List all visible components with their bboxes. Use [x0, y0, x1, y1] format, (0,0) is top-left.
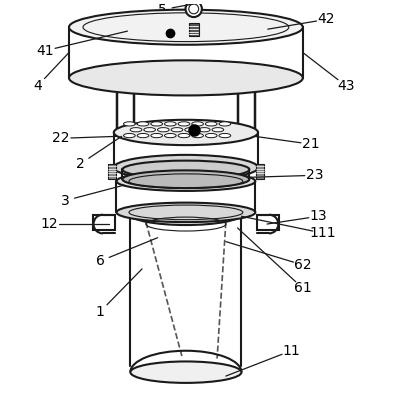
- Text: 23: 23: [306, 168, 323, 182]
- Text: 22: 22: [52, 131, 70, 145]
- Text: 61: 61: [294, 281, 312, 295]
- Text: 2: 2: [76, 157, 85, 171]
- Ellipse shape: [185, 128, 196, 132]
- Ellipse shape: [192, 134, 204, 138]
- Ellipse shape: [116, 203, 256, 222]
- Ellipse shape: [130, 203, 241, 225]
- Ellipse shape: [192, 122, 204, 126]
- Ellipse shape: [137, 134, 149, 138]
- Ellipse shape: [144, 128, 156, 132]
- Text: 62: 62: [294, 258, 312, 272]
- Text: 4: 4: [33, 79, 42, 93]
- Ellipse shape: [114, 120, 258, 145]
- Ellipse shape: [114, 155, 258, 180]
- Ellipse shape: [124, 122, 135, 126]
- Ellipse shape: [130, 128, 142, 132]
- Text: 41: 41: [37, 43, 54, 58]
- Text: 42: 42: [318, 12, 335, 26]
- Bar: [257, 215, 279, 230]
- Ellipse shape: [137, 122, 149, 126]
- Bar: [108, 164, 116, 179]
- Ellipse shape: [212, 128, 224, 132]
- Ellipse shape: [151, 122, 162, 126]
- Ellipse shape: [69, 9, 303, 45]
- Text: 1: 1: [96, 305, 105, 319]
- Ellipse shape: [164, 134, 176, 138]
- Ellipse shape: [171, 128, 183, 132]
- Ellipse shape: [189, 4, 199, 14]
- Text: 12: 12: [41, 217, 58, 231]
- Ellipse shape: [158, 128, 169, 132]
- Bar: [189, 23, 199, 36]
- Ellipse shape: [130, 361, 241, 383]
- Ellipse shape: [185, 1, 202, 17]
- Ellipse shape: [151, 134, 162, 138]
- Text: 43: 43: [337, 79, 355, 93]
- Ellipse shape: [178, 134, 190, 138]
- Ellipse shape: [219, 122, 231, 126]
- Ellipse shape: [206, 122, 217, 126]
- Ellipse shape: [116, 171, 256, 191]
- Text: 3: 3: [61, 194, 69, 208]
- Text: 13: 13: [310, 209, 327, 223]
- Ellipse shape: [123, 161, 249, 179]
- Ellipse shape: [69, 60, 303, 96]
- Text: 111: 111: [309, 226, 336, 240]
- Ellipse shape: [164, 122, 176, 126]
- Ellipse shape: [123, 170, 249, 188]
- Ellipse shape: [198, 128, 210, 132]
- Bar: [93, 215, 114, 230]
- Ellipse shape: [178, 122, 190, 126]
- Bar: [256, 164, 264, 179]
- Text: 6: 6: [96, 254, 105, 268]
- Ellipse shape: [124, 134, 135, 138]
- Text: 21: 21: [302, 137, 320, 151]
- Ellipse shape: [206, 134, 217, 138]
- Text: 5: 5: [158, 3, 167, 17]
- Ellipse shape: [219, 134, 231, 138]
- Text: 11: 11: [282, 344, 300, 358]
